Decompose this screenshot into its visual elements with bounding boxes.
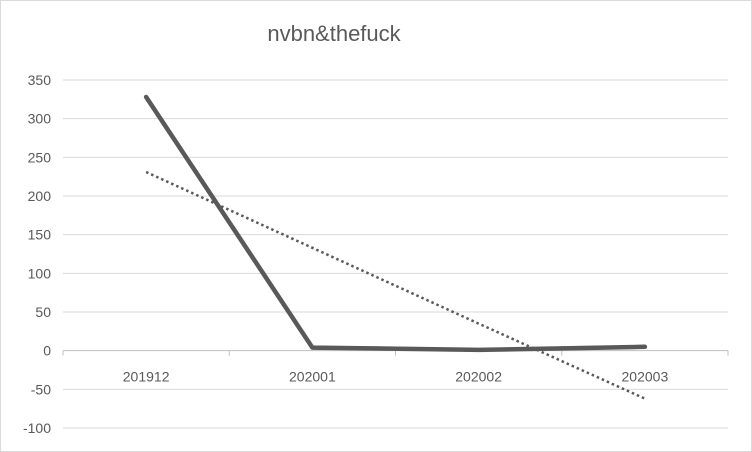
x-tick-label: 201912 bbox=[123, 369, 170, 385]
series-line bbox=[143, 94, 648, 353]
y-tick-label: -50 bbox=[31, 381, 51, 397]
y-tick-label: 300 bbox=[28, 111, 52, 127]
x-tick-label: 202002 bbox=[455, 369, 502, 385]
y-tick-label: 350 bbox=[28, 72, 52, 88]
y-tick-label: 150 bbox=[28, 227, 52, 243]
y-tick-label: 0 bbox=[43, 343, 51, 359]
chart-title: nvbn&thefuck bbox=[267, 21, 401, 46]
x-tick-label: 202003 bbox=[622, 369, 669, 385]
y-tick-label: 200 bbox=[28, 188, 52, 204]
y-tick-label: 50 bbox=[35, 304, 51, 320]
trendline bbox=[145, 170, 646, 400]
y-tick-label: 250 bbox=[28, 149, 52, 165]
y-tick-label: 100 bbox=[28, 265, 52, 281]
x-tick-label: 202001 bbox=[289, 369, 336, 385]
y-tick-label: -100 bbox=[23, 420, 51, 436]
